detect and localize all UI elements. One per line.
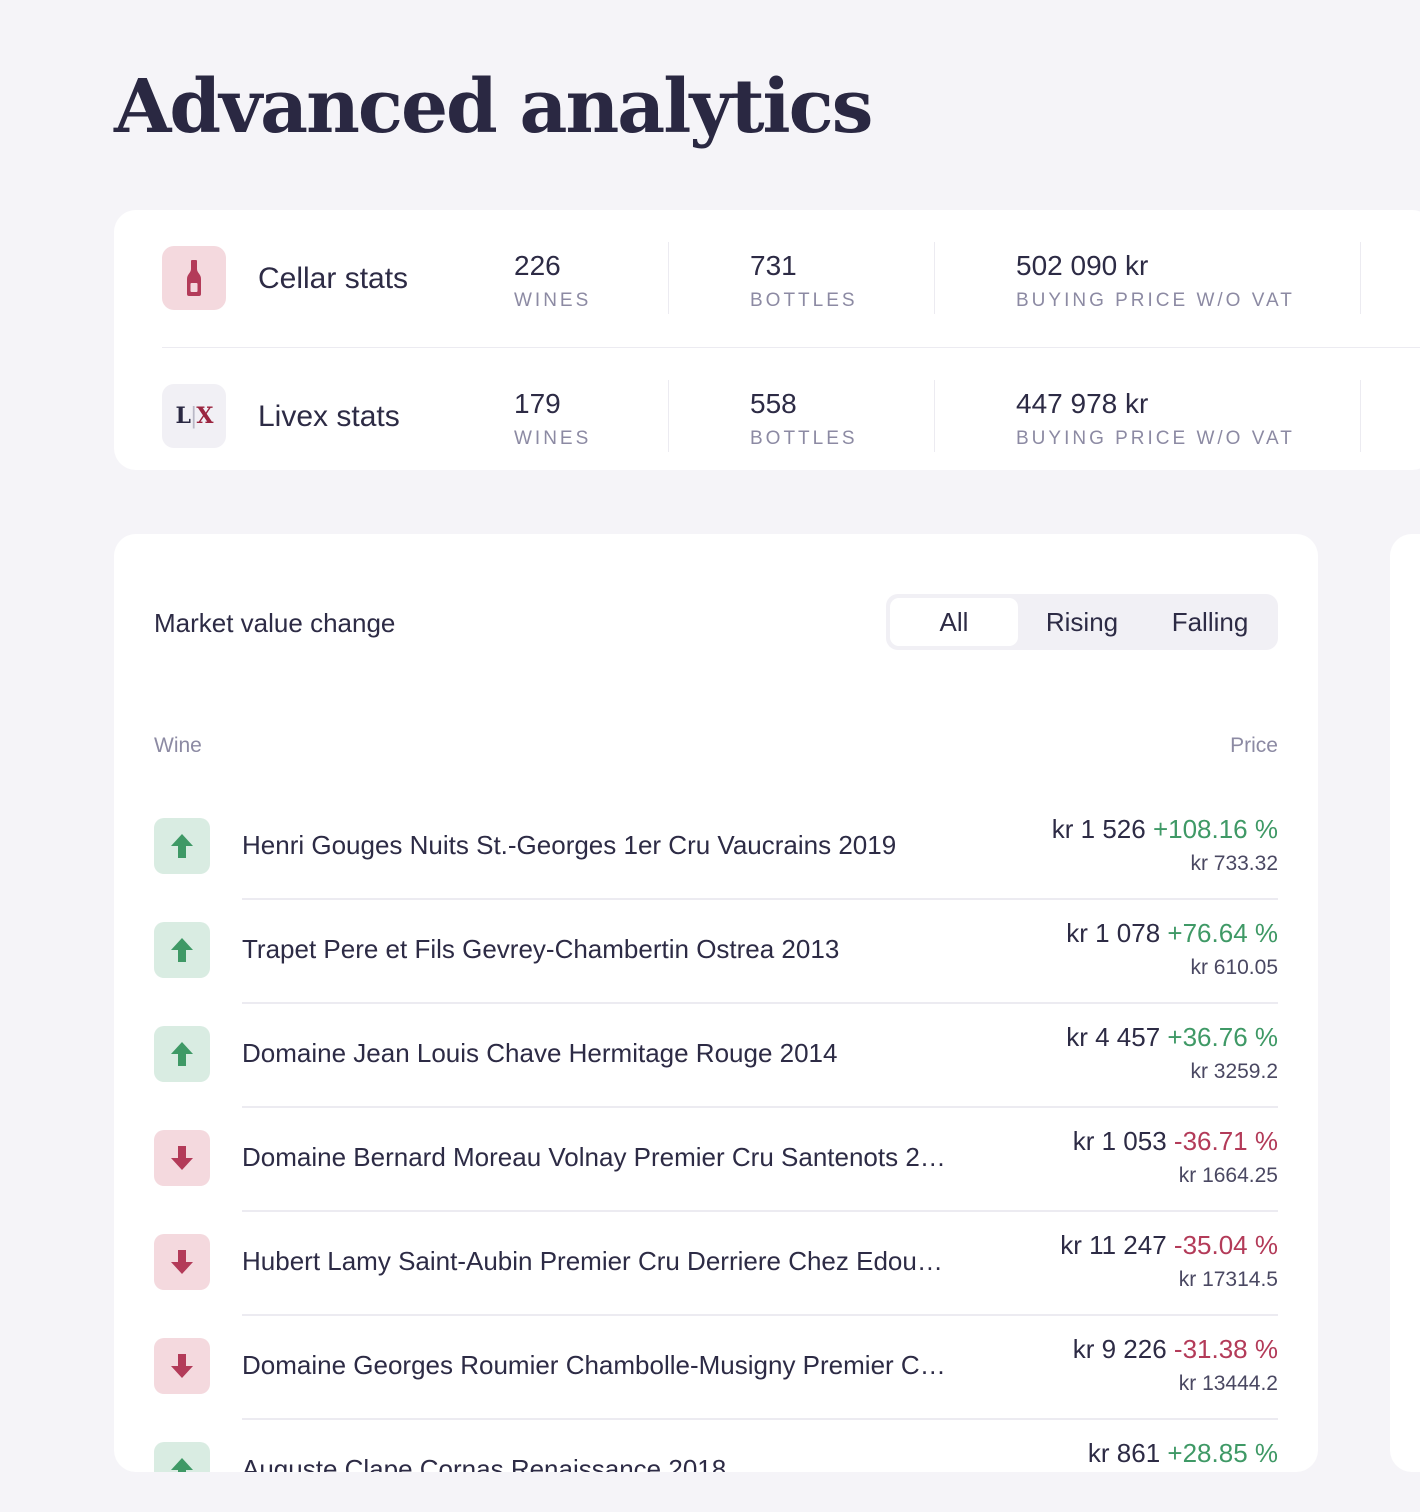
arrow-down-icon <box>154 1234 210 1290</box>
arrow-up-icon <box>154 818 210 874</box>
price-line: kr 11 247 -35.04 % <box>1060 1230 1278 1261</box>
livex-stats-label: Livex stats <box>258 400 400 433</box>
divider <box>1360 242 1361 314</box>
divider <box>1360 380 1361 452</box>
row-divider <box>242 1314 1278 1316</box>
wine-name[interactable]: Henri Gouges Nuits St.-Georges 1er Cru V… <box>242 830 897 860</box>
price-change: +28.85 % <box>1167 1438 1278 1468</box>
table-row[interactable]: Trapet Pere et Fils Gevrey-Chambertin Os… <box>114 900 1318 1004</box>
current-price: kr 9 226 <box>1072 1334 1167 1364</box>
market-value-title: Market value change <box>154 608 396 638</box>
wine-name[interactable]: Domaine Jean Louis Chave Hermitage Rouge… <box>242 1038 838 1068</box>
livex-bottles-stat: 558 BOTTLES <box>750 388 858 450</box>
price-line: kr 9 226 -31.38 % <box>1073 1334 1278 1365</box>
current-price: kr 1 526 <box>1051 814 1146 844</box>
row-divider <box>242 1002 1278 1004</box>
stats-card: Cellar stats 226 WINES 731 BOTTLES 502 0… <box>114 210 1420 470</box>
wine-bottle-icon <box>162 246 226 310</box>
current-price: kr 861 <box>1087 1438 1161 1468</box>
price-line: kr 4 457 +36.76 % <box>1066 1022 1278 1053</box>
livex-wines-stat: 179 WINES <box>514 388 591 450</box>
livex-buying-stat: 447 978 kr BUYING PRICE W/O VAT <box>1016 388 1295 450</box>
arrow-down-icon <box>154 1338 210 1394</box>
price-line: kr 861 +28.85 % <box>1088 1438 1278 1469</box>
cellar-wines-value: 226 <box>514 250 561 281</box>
arrow-up-icon <box>154 1026 210 1082</box>
row-divider <box>242 1106 1278 1108</box>
cellar-buying-caption: BUYING PRICE W/O VAT <box>1016 290 1295 311</box>
divider <box>668 380 669 452</box>
row-divider <box>242 1418 1278 1420</box>
market-value-card: Market value change All Rising Falling W… <box>114 534 1318 1472</box>
price-change: -31.38 % <box>1173 1334 1278 1364</box>
livex-logo: L|X <box>162 384 226 448</box>
current-price: kr 1 078 <box>1066 918 1161 948</box>
livex-stats-row: L|X Livex stats 179 WINES 558 BOTTLES 44… <box>114 348 1420 486</box>
current-price: kr 11 247 <box>1060 1230 1167 1260</box>
cellar-bottles-stat: 731 BOTTLES <box>750 250 858 312</box>
divider <box>934 242 935 314</box>
price-change: -36.71 % <box>1173 1126 1278 1156</box>
livex-buying-caption: BUYING PRICE W/O VAT <box>1016 428 1295 449</box>
table-row[interactable]: Auguste Clape Cornas Renaissance 2018 kr … <box>114 1420 1318 1472</box>
wine-name[interactable]: Domaine Bernard Moreau Volnay Premier Cr… <box>242 1142 946 1172</box>
cellar-buying-value: 502 090 kr <box>1016 250 1149 281</box>
trend-filter: All Rising Falling <box>886 594 1278 650</box>
cellar-bottles-value: 731 <box>750 250 797 281</box>
divider <box>668 242 669 314</box>
cellar-stats-label: Cellar stats <box>258 262 409 295</box>
arrow-down-icon <box>154 1130 210 1186</box>
previous-price: kr 17314.5 <box>1178 1268 1278 1291</box>
current-price: kr 4 457 <box>1066 1022 1161 1052</box>
table-row[interactable]: Domaine Jean Louis Chave Hermitage Rouge… <box>114 1004 1318 1108</box>
wine-name[interactable]: Trapet Pere et Fils Gevrey-Chambertin Os… <box>242 934 840 964</box>
arrow-up-icon <box>154 1442 210 1472</box>
livex-wines-value: 179 <box>514 388 561 419</box>
wine-name[interactable]: Auguste Clape Cornas Renaissance 2018 <box>242 1454 727 1472</box>
market-value-list: Henri Gouges Nuits St.-Georges 1er Cru V… <box>114 796 1318 1472</box>
livex-wines-caption: WINES <box>514 428 592 449</box>
row-divider <box>242 898 1278 900</box>
table-row[interactable]: Henri Gouges Nuits St.-Georges 1er Cru V… <box>114 796 1318 900</box>
price-change: +76.64 % <box>1167 918 1278 948</box>
price-line: kr 1 078 +76.64 % <box>1066 918 1278 949</box>
price-change: +36.76 % <box>1167 1022 1278 1052</box>
filter-all[interactable]: All <box>890 598 1018 646</box>
previous-price: kr 733.32 <box>1190 852 1278 875</box>
previous-price: kr 1664.25 <box>1178 1164 1278 1187</box>
livex-bottles-caption: BOTTLES <box>750 428 858 449</box>
row-divider <box>162 347 1420 348</box>
filter-falling[interactable]: Falling <box>1171 606 1249 637</box>
arrow-up-icon <box>154 922 210 978</box>
divider <box>934 380 935 452</box>
cellar-wines-caption: WINES <box>514 290 592 311</box>
side-card <box>1390 534 1420 1472</box>
cellar-buying-stat: 502 090 kr BUYING PRICE W/O VAT <box>1016 250 1295 312</box>
cellar-stats-row: Cellar stats 226 WINES 731 BOTTLES 502 0… <box>114 210 1420 348</box>
wine-name[interactable]: Hubert Lamy Saint-Aubin Premier Cru Derr… <box>242 1246 943 1276</box>
livex-buying-value: 447 978 kr <box>1016 388 1149 419</box>
price-line: kr 1 526 +108.16 % <box>1052 814 1278 845</box>
table-row[interactable]: Domaine Georges Roumier Chambolle-Musign… <box>114 1316 1318 1420</box>
column-header-wine: Wine <box>154 734 202 757</box>
price-change: +108.16 % <box>1152 814 1278 844</box>
price-line: kr 1 053 -36.71 % <box>1073 1126 1278 1157</box>
current-price: kr 1 053 <box>1072 1126 1167 1156</box>
livex-bottles-value: 558 <box>750 388 797 419</box>
row-divider <box>242 1210 1278 1212</box>
column-header-price: Price <box>1230 734 1278 757</box>
filter-rising[interactable]: Rising <box>1045 606 1119 637</box>
previous-price: kr 3259.2 <box>1190 1060 1278 1083</box>
previous-price: kr 13444.2 <box>1178 1372 1278 1395</box>
table-row[interactable]: Hubert Lamy Saint-Aubin Premier Cru Derr… <box>114 1212 1318 1316</box>
previous-price: kr 610.05 <box>1190 956 1278 979</box>
price-change: -35.04 % <box>1173 1230 1278 1260</box>
cellar-wines-stat: 226 WINES <box>514 250 591 312</box>
table-row[interactable]: Domaine Bernard Moreau Volnay Premier Cr… <box>114 1108 1318 1212</box>
cellar-bottles-caption: BOTTLES <box>750 290 858 311</box>
page-title: Advanced analytics <box>114 64 873 150</box>
wine-name[interactable]: Domaine Georges Roumier Chambolle-Musign… <box>242 1350 946 1380</box>
